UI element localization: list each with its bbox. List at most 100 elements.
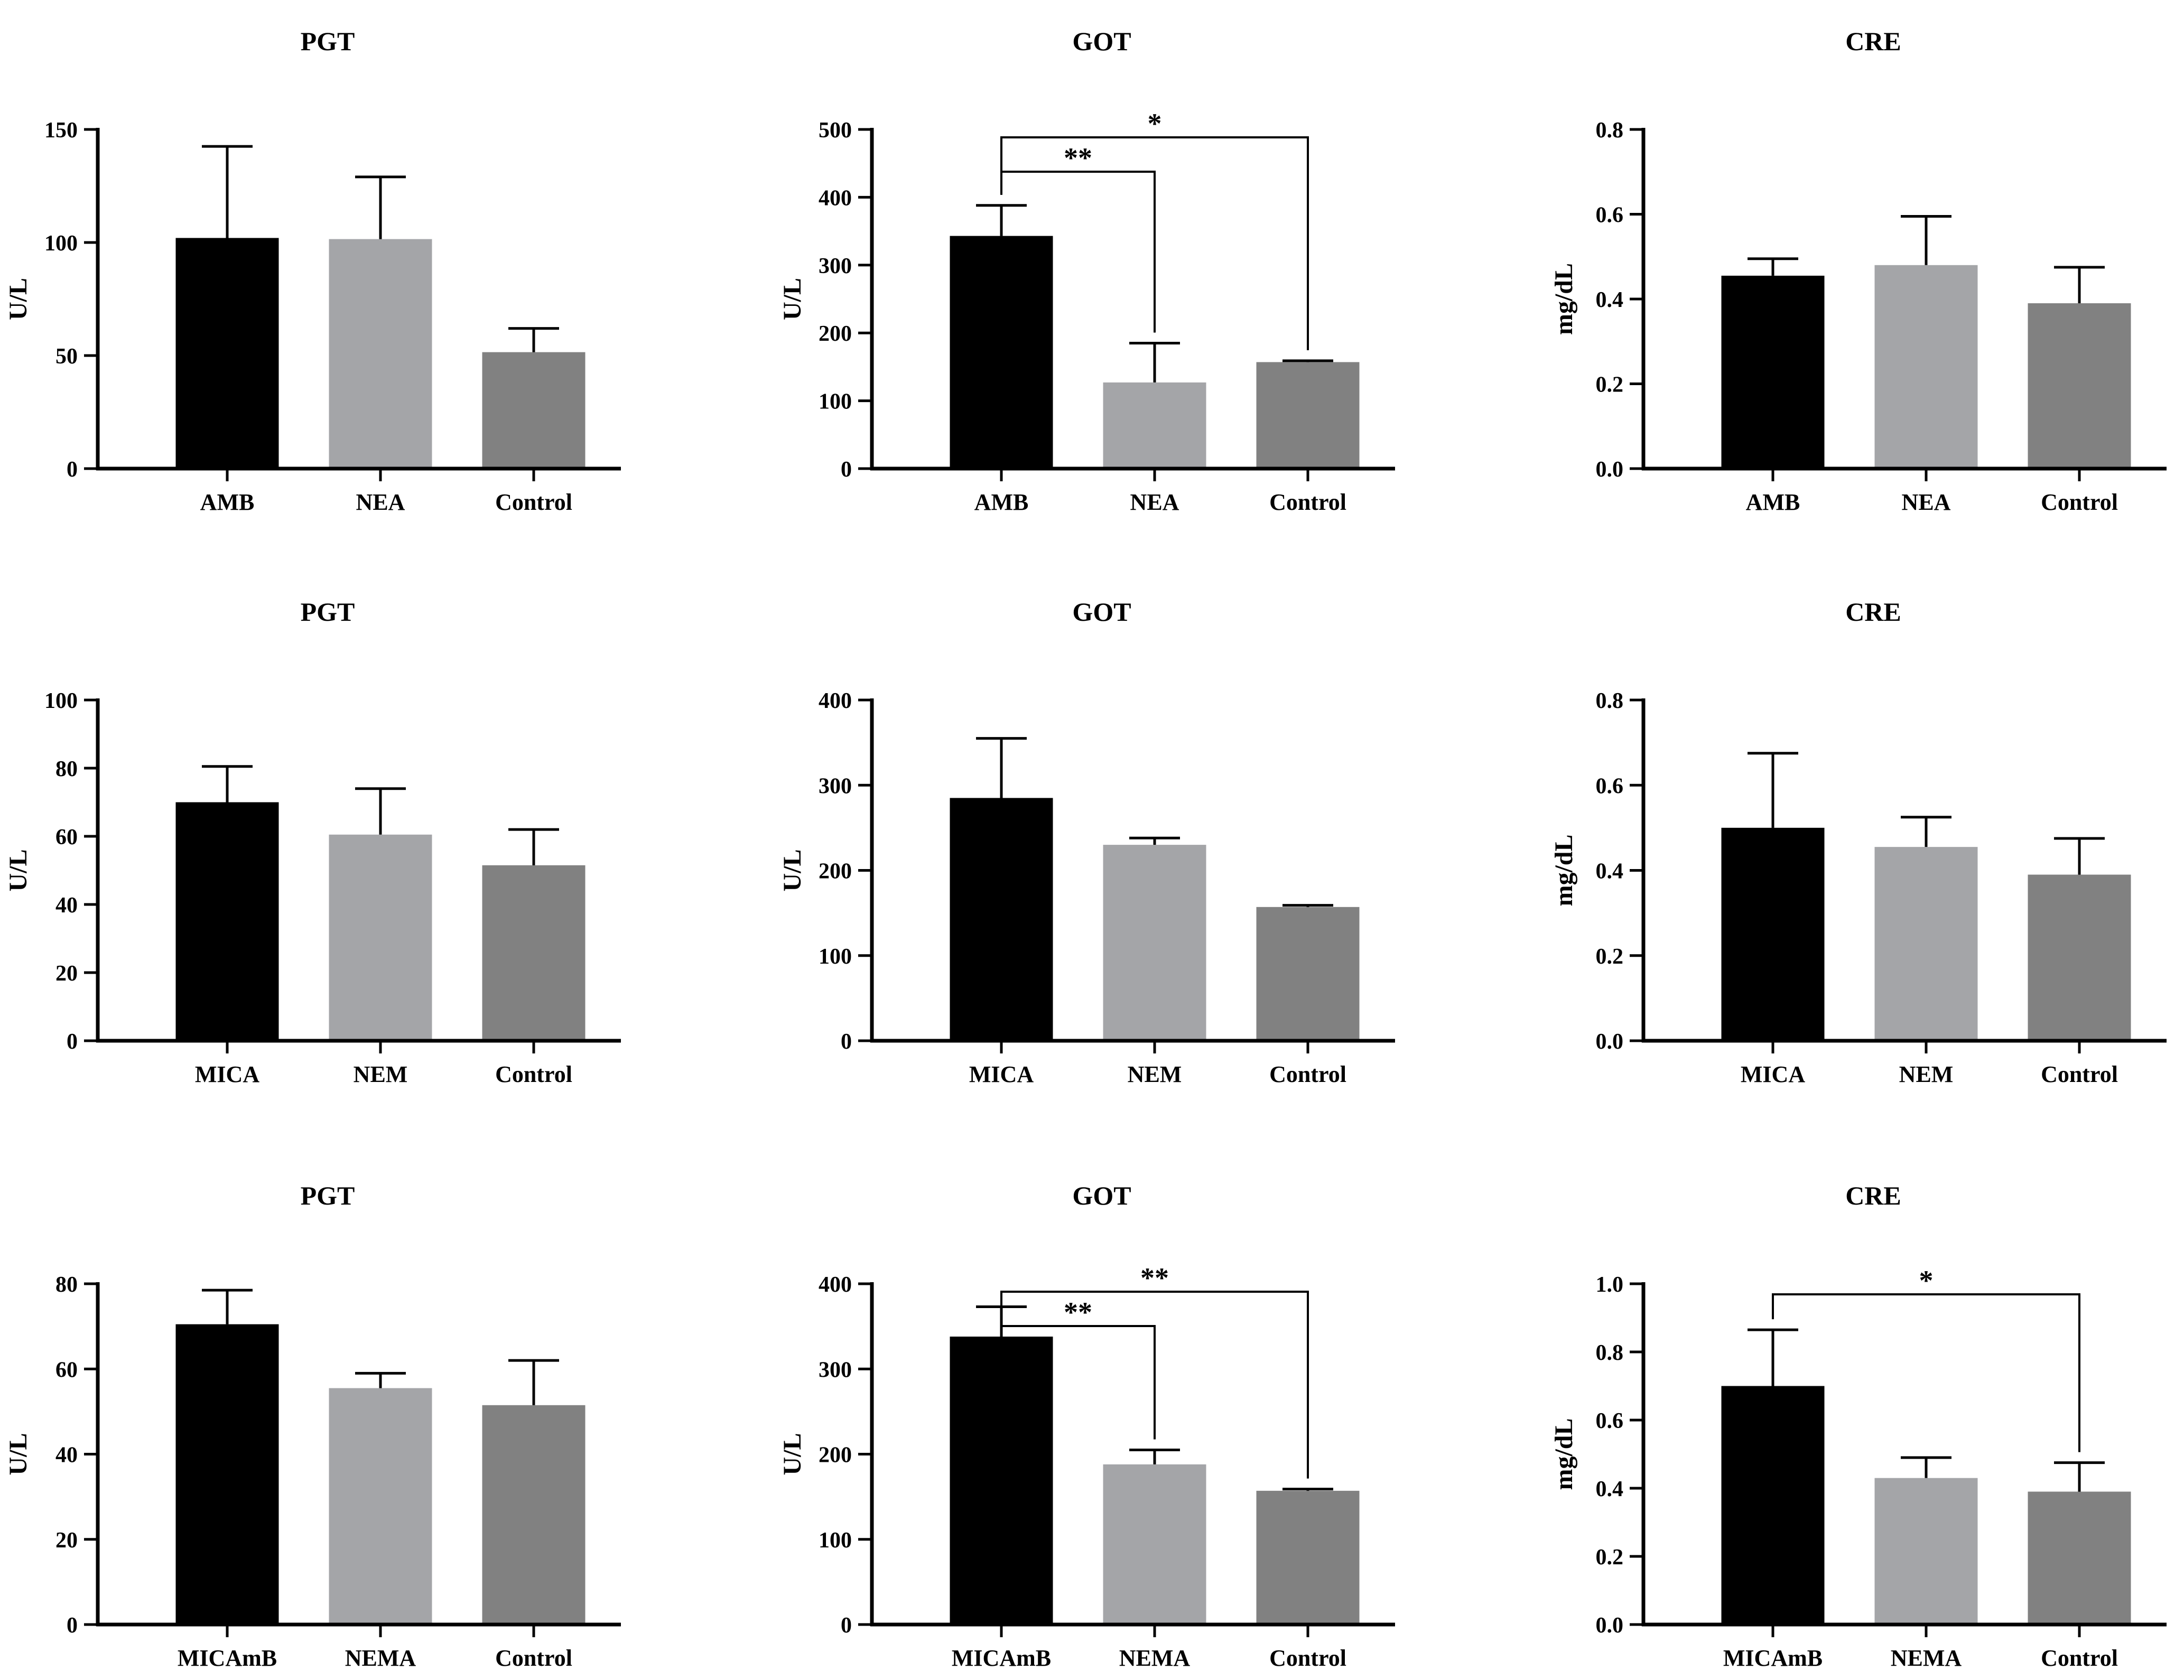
category-label: MICA — [1741, 1061, 1805, 1087]
panel-title: GOT — [1072, 1181, 1131, 1210]
bar-nem — [1874, 847, 1978, 1041]
bar-nea — [1874, 265, 1978, 469]
chart-panel-6: CRE mg/dL 0.0 0.2 0.4 0.6 0.8 MICA NEM Control — [1550, 597, 2167, 1087]
chart-panel-5: GOT U/L 0 100 200 300 400 MICA NEM Control — [778, 597, 1395, 1087]
bar-control — [2028, 1491, 2131, 1625]
y-axis-title: U/L — [4, 1433, 32, 1475]
y-tick-label: 0.8 — [1596, 118, 1624, 143]
chart-panel-8: GOT U/L 0 100 200 300 400 MICAmB NEMA Control ** ** — [778, 1181, 1395, 1671]
y-tick-label: 80 — [55, 757, 78, 781]
bar-amb — [1721, 275, 1825, 469]
significance-label: ** — [1064, 1296, 1092, 1328]
category-label: Control — [495, 1645, 572, 1671]
bar-control — [1256, 1490, 1360, 1625]
bar-mica — [175, 802, 279, 1041]
category-label: Control — [2041, 489, 2118, 515]
bar-nem — [1103, 845, 1206, 1041]
y-tick-label: 400 — [819, 1273, 852, 1297]
bar-mica — [1721, 827, 1825, 1041]
panel-title: PGT — [301, 597, 355, 627]
category-label: MICAmB — [1723, 1645, 1823, 1671]
y-tick-label: 0 — [67, 1030, 78, 1054]
y-tick-label: 200 — [819, 1443, 852, 1468]
y-tick-label: 500 — [819, 118, 852, 143]
chart-panel-4: PGT U/L 0 20 40 60 80 100 MICA NEM Control — [4, 597, 621, 1087]
y-tick-label: 0.0 — [1596, 458, 1624, 482]
category-label: Control — [2041, 1061, 2118, 1087]
y-tick-label: 20 — [55, 1528, 78, 1553]
y-axis-title: U/L — [4, 849, 32, 891]
panel-title: PGT — [301, 1181, 355, 1210]
category-label: NEMA — [1891, 1645, 1962, 1671]
y-axis-title: mg/dL — [1550, 263, 1578, 335]
bar-amb — [950, 236, 1053, 469]
chart-panel-7: PGT U/L 0 20 40 60 80 MICAmB NEMA Control — [4, 1181, 621, 1671]
y-axis-title: U/L — [4, 278, 32, 320]
bar-mica — [950, 798, 1053, 1041]
bar-nema — [329, 1388, 432, 1625]
y-tick-label: 0.0 — [1596, 1613, 1624, 1638]
category-label: Control — [495, 1061, 572, 1087]
category-label: AMB — [974, 489, 1029, 515]
y-tick-label: 300 — [819, 1358, 852, 1382]
panel-title: CRE — [1845, 1181, 1901, 1210]
chart-panel-3: CRE mg/dL 0.0 0.2 0.4 0.6 0.8 AMB NEA Control — [1550, 26, 2167, 515]
y-tick-label: 0.8 — [1596, 689, 1624, 713]
y-tick-label: 50 — [55, 344, 78, 369]
bar-nea — [329, 239, 432, 469]
significance-label: ** — [1064, 142, 1092, 174]
category-label: MICA — [195, 1061, 259, 1087]
category-label: NEM — [1899, 1061, 1954, 1087]
significance-bracket — [1000, 136, 1309, 350]
category-label: AMB — [1746, 489, 1800, 515]
category-label: NEA — [356, 489, 405, 515]
y-tick-label: 100 — [819, 1528, 852, 1553]
significance-label: * — [1919, 1265, 1934, 1296]
chart-panel-9: CRE mg/dL 0.0 0.2 0.4 0.6 0.8 1.0 MICAmB NEMA Cont… — [1550, 1181, 2167, 1671]
y-tick-label: 0.2 — [1596, 945, 1624, 969]
category-label: NEMA — [1119, 1645, 1191, 1671]
panel-title: GOT — [1072, 597, 1131, 627]
panel-title: CRE — [1845, 26, 1901, 56]
category-label: MICAmB — [178, 1645, 277, 1671]
bar-control — [2028, 874, 2131, 1041]
category-label: NEM — [354, 1061, 408, 1087]
bar-nea — [1103, 382, 1206, 469]
bar-nema — [1103, 1464, 1206, 1625]
bar-control — [482, 865, 586, 1041]
category-label: Control — [1269, 489, 1346, 515]
y-tick-label: 200 — [819, 322, 852, 346]
category-label: Control — [495, 489, 572, 515]
y-axis-title: mg/dL — [1550, 1418, 1578, 1490]
y-tick-label: 1.0 — [1596, 1273, 1624, 1297]
significance-bracket — [1772, 1293, 2080, 1452]
y-tick-label: 0.4 — [1596, 288, 1624, 312]
y-axis-title: U/L — [778, 1433, 806, 1475]
y-tick-label: 20 — [55, 962, 78, 986]
y-tick-label: 60 — [55, 825, 78, 850]
y-tick-label: 0.0 — [1596, 1030, 1624, 1054]
category-label: MICAmB — [952, 1645, 1051, 1671]
y-axis-title: U/L — [778, 849, 806, 891]
category-label: Control — [1269, 1061, 1346, 1087]
y-tick-label: 300 — [819, 774, 852, 798]
significance-bracket — [1000, 1291, 1309, 1479]
y-tick-label: 40 — [55, 893, 78, 918]
y-tick-label: 0.6 — [1596, 774, 1624, 798]
panel-title: PGT — [301, 26, 355, 56]
significance-label: ** — [1140, 1262, 1169, 1294]
category-label: NEM — [1128, 1061, 1182, 1087]
y-tick-label: 300 — [819, 254, 852, 278]
y-axis-title: mg/dL — [1550, 834, 1578, 906]
category-label: NEA — [1902, 489, 1951, 515]
panel-title: GOT — [1072, 26, 1131, 56]
y-tick-label: 400 — [819, 689, 852, 713]
y-tick-label: 0.8 — [1596, 1341, 1624, 1365]
y-tick-label: 0.2 — [1596, 373, 1624, 397]
bar-micamb — [1721, 1386, 1825, 1625]
bar-amb — [175, 238, 279, 469]
y-tick-label: 200 — [819, 860, 852, 884]
y-tick-label: 100 — [819, 390, 852, 414]
